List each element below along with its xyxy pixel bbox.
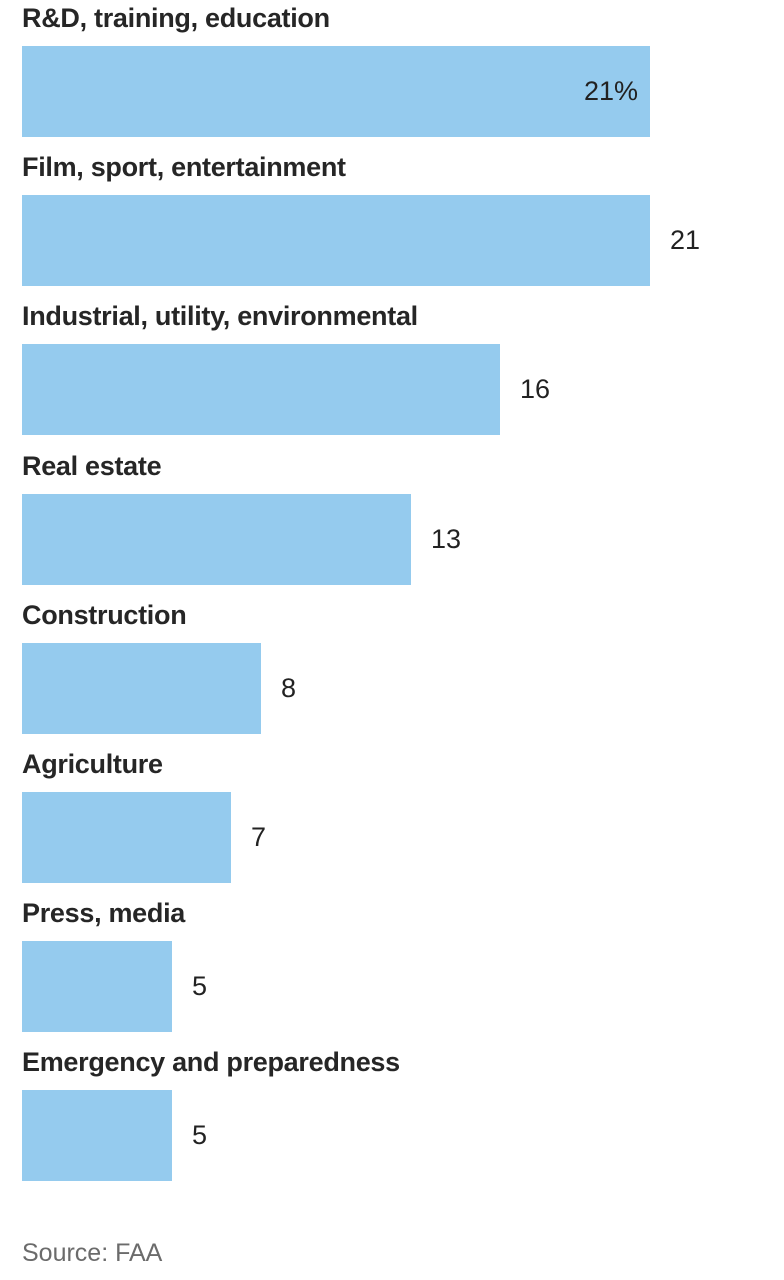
category-label: Emergency and preparedness	[22, 1047, 400, 1078]
chart-row: Agriculture 7	[0, 747, 784, 897]
value-label: 21%	[583, 76, 638, 106]
chart-row: Film, sport, entertainment 21	[0, 150, 784, 300]
chart-row: R&D, training, education 21%	[0, 1, 784, 151]
bar	[22, 195, 650, 287]
chart-row: Real estate 13	[0, 449, 784, 599]
value-label: 5	[192, 1120, 208, 1151]
bar	[22, 642, 261, 734]
source-note: Source: FAA	[22, 1239, 163, 1267]
value-label: 7	[251, 822, 267, 852]
chart-row: Emergency and preparedness 5	[0, 1045, 784, 1195]
value-label: 21	[670, 225, 701, 256]
category-label: R&D, training, education	[22, 3, 330, 33]
bar	[22, 493, 411, 585]
chart-row: Press, media 5	[0, 896, 784, 1046]
value-label: 5	[192, 971, 208, 1002]
category-label: Construction	[22, 599, 187, 630]
category-label: Agriculture	[22, 749, 163, 779]
value-label: 16	[520, 374, 551, 405]
bar	[22, 344, 500, 436]
category-label: Press, media	[22, 898, 186, 929]
bar	[22, 46, 650, 137]
category-label: Real estate	[22, 450, 162, 481]
bar	[22, 1090, 172, 1182]
category-label: Industrial, utility, environmental	[22, 301, 418, 332]
category-label: Film, sport, entertainment	[22, 152, 346, 183]
value-label: 13	[431, 523, 462, 554]
chart-row: Construction 8	[0, 598, 784, 748]
bar	[22, 941, 172, 1033]
value-label: 8	[281, 672, 297, 703]
bar	[22, 792, 231, 883]
chart-row: Industrial, utility, environmental 16	[0, 299, 784, 449]
